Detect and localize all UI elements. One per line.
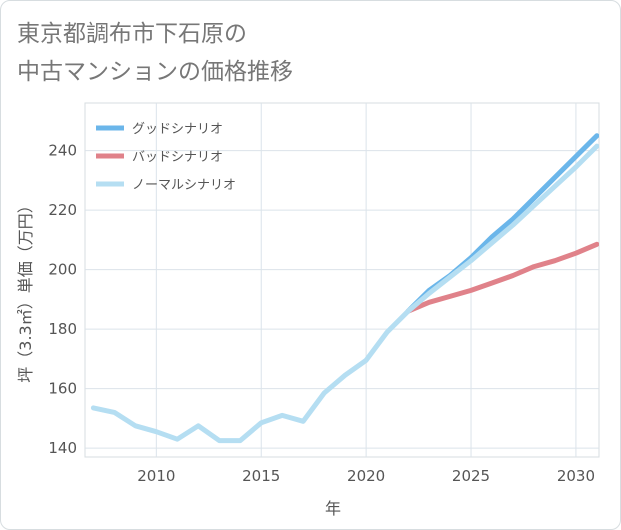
legend-item-normal-label: ノーマルシナリオ <box>132 178 236 193</box>
x-axis-title: 年 <box>325 499 341 518</box>
chart-title-line-2: 中古マンションの価格推移 <box>17 59 293 85</box>
x-tick-label-2030: 2030 <box>557 467 595 485</box>
legend-item-normal: ノーマルシナリオ <box>96 178 236 193</box>
y-tick-label-140: 140 <box>48 439 77 457</box>
x-tick-label-2025: 2025 <box>452 467 490 485</box>
axis-ticks: 140 160 180 200 220 240 2010 2015 2020 2025 2030 <box>48 142 595 485</box>
legend-item-good: グッドシナリオ <box>96 122 223 137</box>
chart-title-line-1: 東京都調布市下石原の <box>17 21 247 47</box>
y-tick-label-160: 160 <box>48 380 77 398</box>
plot-area <box>84 102 600 458</box>
y-tick-label-200: 200 <box>48 261 77 279</box>
grid <box>85 103 599 457</box>
bad-scenario-line <box>405 241 599 314</box>
x-tick-label-2015: 2015 <box>242 467 280 485</box>
normal-scenario-line <box>90 143 599 444</box>
x-tick-label-2010: 2010 <box>137 467 175 485</box>
x-tick-label-2020: 2020 <box>347 467 385 485</box>
legend-item-good-label: グッドシナリオ <box>132 122 223 137</box>
series-layer <box>90 133 599 444</box>
y-tick-label-220: 220 <box>48 201 77 219</box>
legend-item-bad: バッドシナリオ <box>96 150 223 165</box>
y-tick-label-240: 240 <box>48 142 77 160</box>
y-axis-title: 坪（3.3㎡）単価（万円） <box>16 197 35 382</box>
chart-title: 東京都調布市下石原の 中古マンションの価格推移 <box>17 15 293 91</box>
y-tick-label-180: 180 <box>48 320 77 338</box>
legend-item-bad-label: バッドシナリオ <box>132 150 223 165</box>
